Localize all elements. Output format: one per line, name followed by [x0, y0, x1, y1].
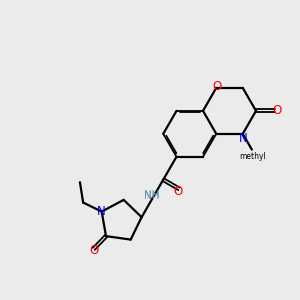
- Text: NH: NH: [144, 190, 160, 200]
- Text: O: O: [212, 80, 222, 93]
- Text: methyl: methyl: [239, 152, 266, 161]
- Text: O: O: [174, 185, 183, 198]
- Text: N: N: [238, 132, 247, 145]
- Text: O: O: [273, 104, 282, 117]
- Text: O: O: [89, 244, 98, 257]
- Text: NH: NH: [144, 191, 160, 201]
- Text: N: N: [97, 205, 106, 218]
